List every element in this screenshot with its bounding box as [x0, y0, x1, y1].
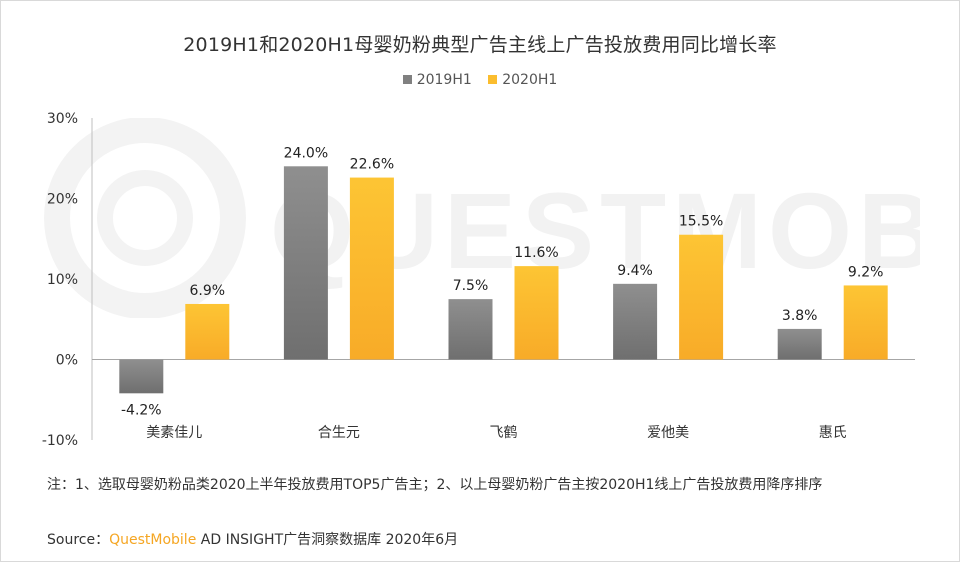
legend-swatch-2019h1 — [402, 75, 412, 84]
chart-title: 2019H1和2020H1母婴奶粉典型广告主线上广告投放费用同比增长率 — [183, 34, 777, 56]
source-rest: AD INSIGHT广告洞察数据库 2020年6月 — [196, 532, 459, 548]
y-tick-label: 20% — [47, 192, 78, 208]
bar-2020h1 — [514, 266, 559, 360]
legend-swatch-2020h1 — [488, 75, 498, 84]
legend-item-2019h1: 2019H1 — [402, 72, 472, 88]
source-prefix: Source： — [47, 532, 110, 548]
y-tick-label: 30% — [47, 111, 78, 127]
data-label: 22.6% — [350, 157, 394, 173]
data-label: 11.6% — [514, 245, 558, 261]
data-label: 15.5% — [679, 214, 723, 230]
bar-2020h1 — [185, 303, 230, 360]
bar-2019h1 — [283, 166, 328, 360]
bar-2020h1 — [843, 285, 888, 360]
data-label: 24.0% — [284, 145, 328, 161]
source-brand: QuestMobile — [109, 532, 197, 548]
x-category-label: 美素佳儿 — [146, 425, 202, 441]
bar-2019h1 — [777, 328, 822, 360]
legend-item-2020h1: 2020H1 — [488, 72, 557, 88]
legend-label-2019h1: 2019H1 — [416, 72, 472, 88]
x-category-label: 飞鹤 — [490, 425, 518, 441]
data-label: -4.2% — [121, 402, 162, 418]
y-tick-label: 10% — [47, 272, 78, 288]
bar-2019h1 — [448, 299, 493, 360]
x-category-label: 惠氏 — [819, 425, 847, 441]
data-label: 3.8% — [782, 308, 818, 324]
x-category-label: 合生元 — [318, 425, 360, 441]
data-label: 9.4% — [617, 263, 653, 279]
bar-2020h1 — [349, 177, 394, 360]
x-category-label: 爱他美 — [647, 425, 689, 441]
footnote: 注：1、选取母婴奶粉品类2020上半年投放费用TOP5广告主；2、以上母婴奶粉广… — [47, 477, 823, 493]
y-tick-label: 0% — [56, 353, 78, 369]
source-line: Source：QuestMobile AD INSIGHT广告洞察数据库 202… — [47, 529, 458, 549]
data-label: 6.9% — [190, 283, 226, 299]
legend-label-2020h1: 2020H1 — [502, 72, 558, 88]
data-label: 7.5% — [453, 278, 489, 294]
chart-legend: 2019H1 2020H1 — [0, 72, 960, 88]
bar-2019h1 — [613, 283, 658, 360]
bar-2019h1 — [119, 359, 164, 394]
bar-2020h1 — [679, 234, 724, 360]
data-label: 9.2% — [848, 264, 884, 280]
y-tick-label: -10% — [42, 433, 78, 449]
